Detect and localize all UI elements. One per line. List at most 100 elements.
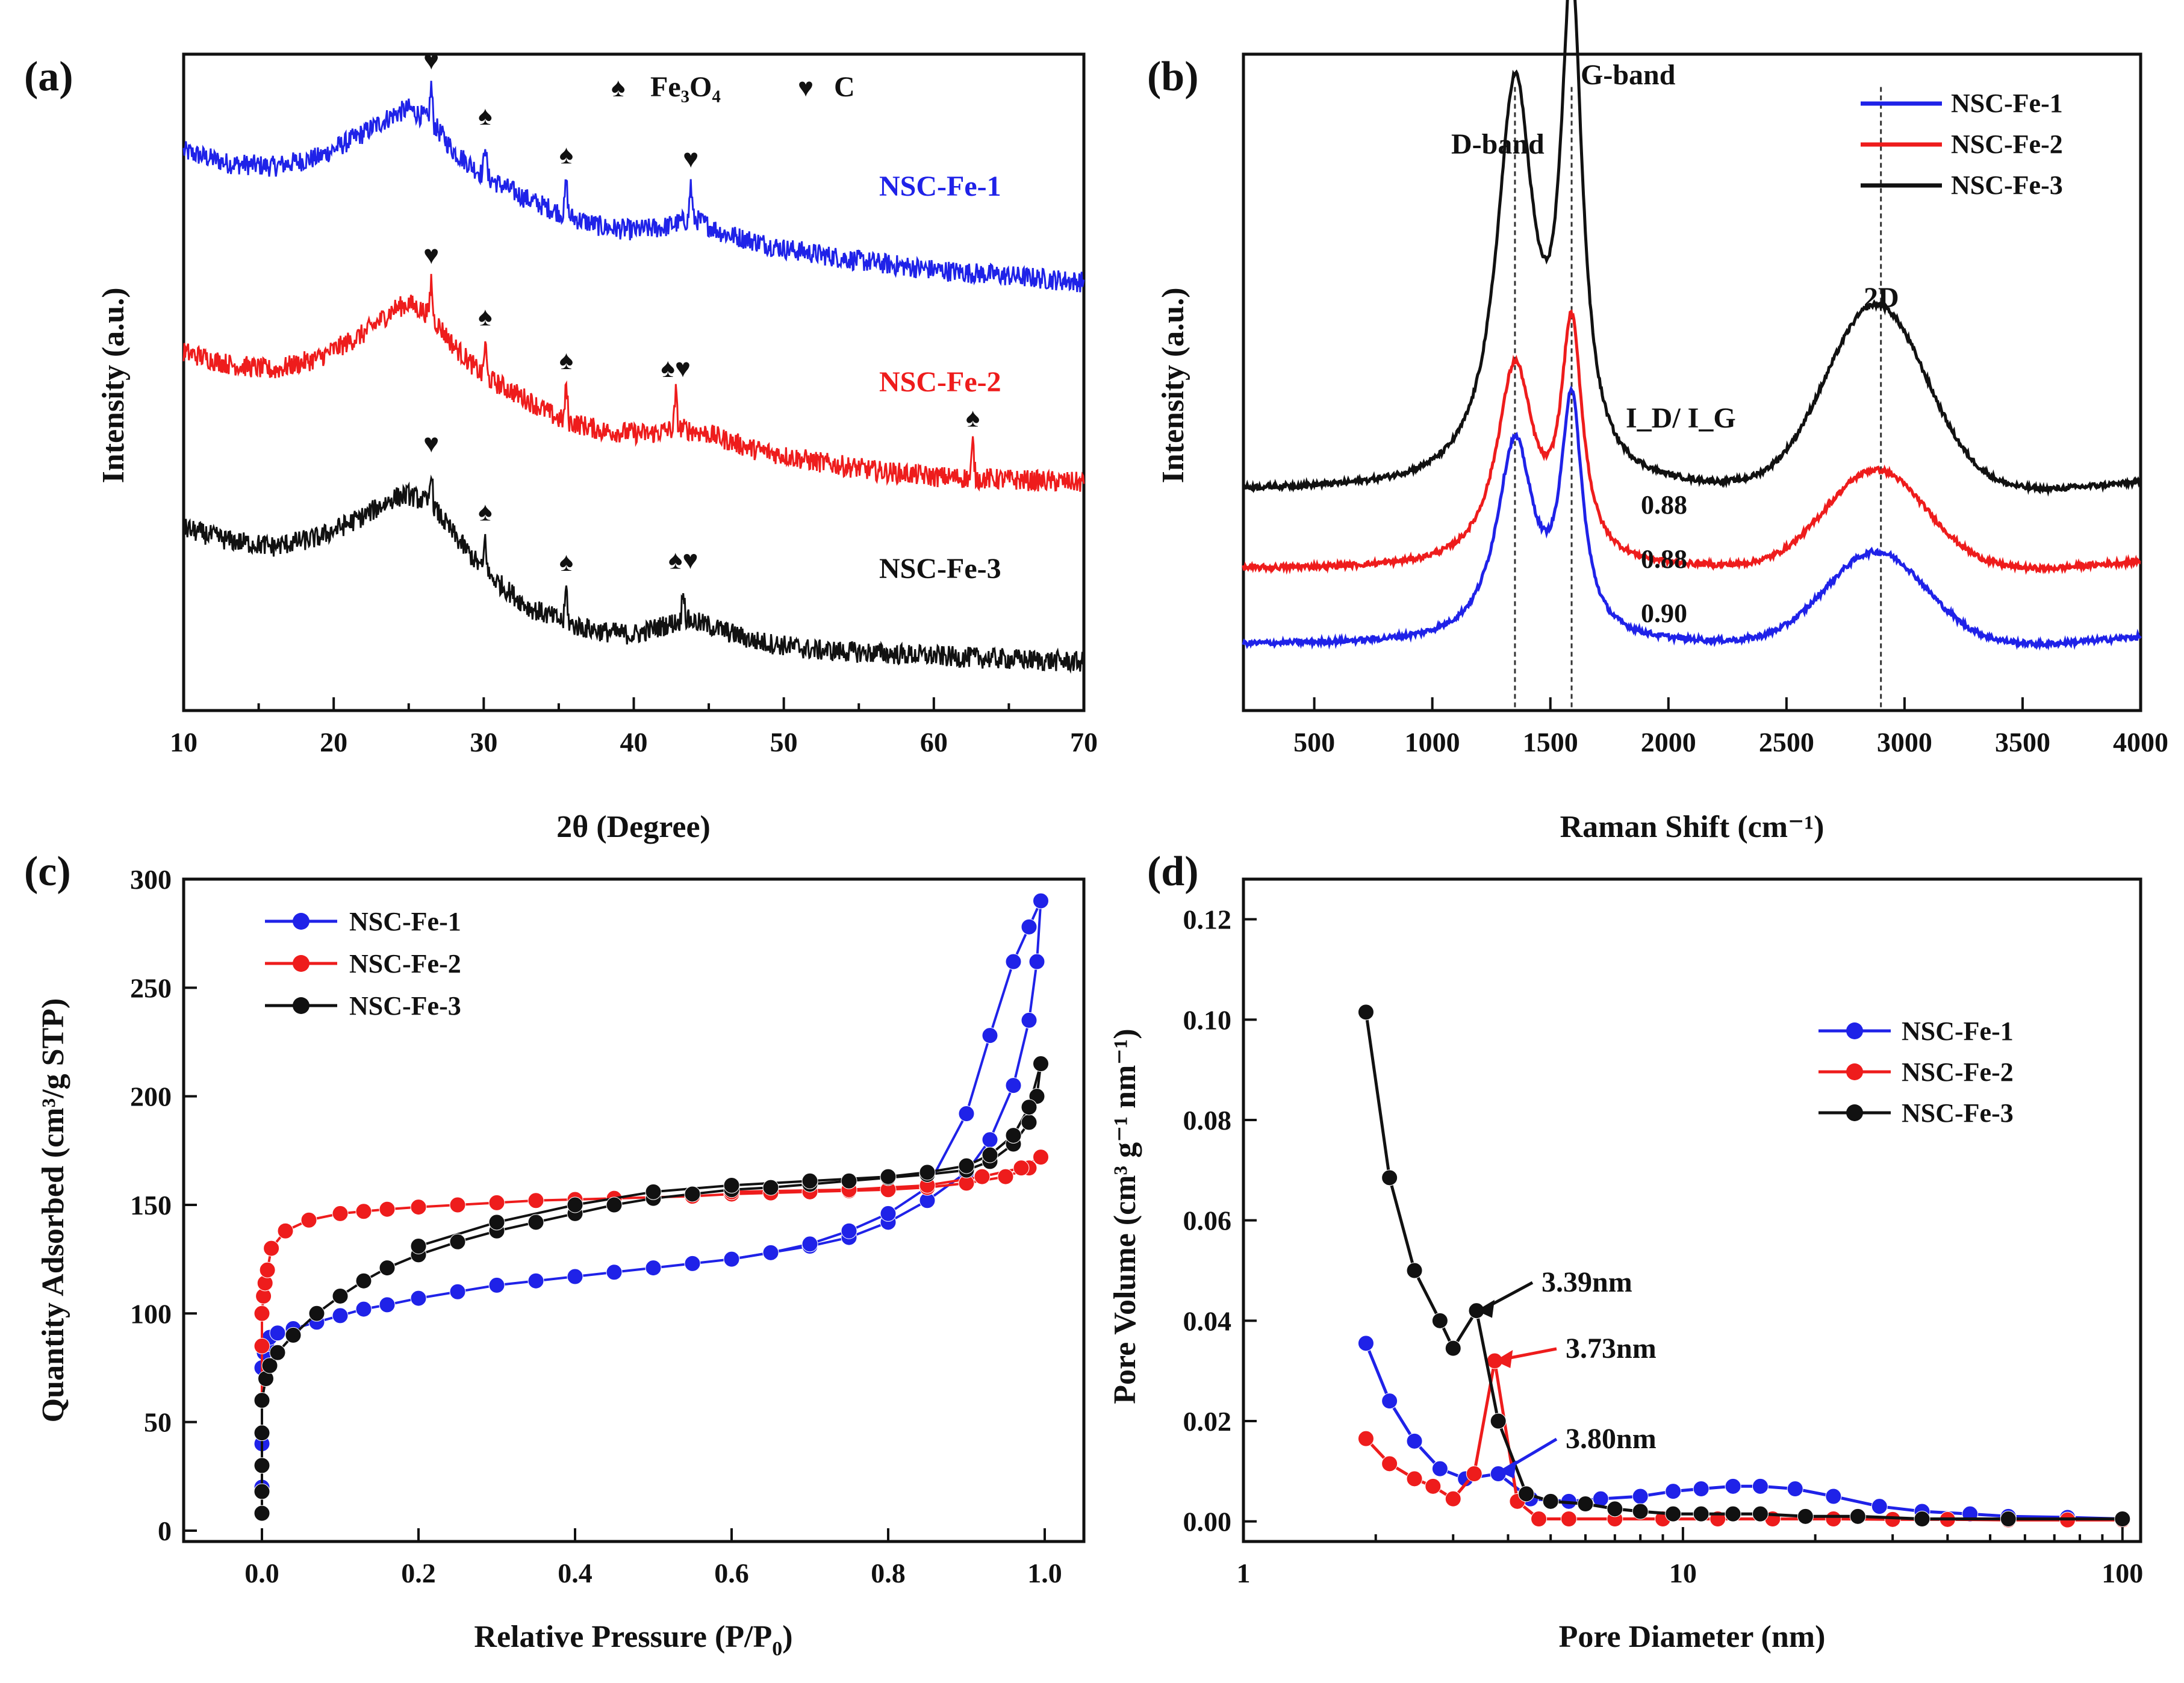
xtick-label-50: 50 [770, 727, 798, 758]
pore-point-nsc-fe-3 [1632, 1503, 1649, 1520]
xrd-marker-nsc-fe-2-0: ♥ [423, 240, 439, 270]
legend-heart-symbol: ♥ [798, 73, 814, 102]
adsorption-point-nsc-fe-1 [410, 1290, 427, 1307]
adsorption-point-nsc-fe-1 [1005, 1077, 1022, 1094]
panel-a-ticks: 10 20 30 40 50 60 70 [170, 697, 1098, 758]
pore-point-nsc-fe-3 [1357, 1004, 1374, 1021]
xtick-label-60: 60 [920, 727, 948, 758]
adsorption-point-nsc-fe-1 [332, 1307, 349, 1324]
pore-point-nsc-fe-1 [1825, 1488, 1842, 1505]
annotation-label-3-73nm: 3.73nm [1566, 1333, 1657, 1364]
xtick-label-0.2: 0.2 [401, 1558, 436, 1588]
pore-point-nsc-fe-3 [1490, 1413, 1507, 1429]
pore-point-nsc-fe-3 [1542, 1493, 1559, 1510]
xrd-marker-nsc-fe-1-0: ♥ [423, 46, 439, 75]
desorption-point-nsc-fe-1 [982, 1027, 998, 1044]
panel-d-frame [1242, 877, 2142, 1543]
panel-b-xlabel: Raman Shift (cm⁻¹) [1560, 810, 1825, 844]
xtick-label-3000: 3000 [1877, 727, 1932, 758]
legend-label-nsc-fe-1: NSC-Fe-1 [349, 907, 461, 936]
two-d-label: 2D [1864, 282, 1899, 314]
adsorption-point-nsc-fe-1 [379, 1296, 396, 1313]
legend-label-nsc-fe-1: NSC-Fe-1 [1951, 89, 2063, 118]
desorption-point-nsc-fe-1 [958, 1106, 975, 1122]
xtick-label-2500: 2500 [1759, 727, 1814, 758]
pore-point-nsc-fe-1 [1693, 1481, 1710, 1497]
pore-point-nsc-fe-2 [1560, 1511, 1577, 1527]
ytick-label-200: 200 [130, 1081, 172, 1112]
desorption-point-nsc-fe-2 [1033, 1149, 1049, 1166]
pore-point-nsc-fe-3 [1577, 1496, 1594, 1512]
idig-nsc-fe-2: 0.88 [1641, 544, 1687, 574]
desorption-point-nsc-fe-1 [1021, 918, 1038, 935]
xtick-label-1500: 1500 [1523, 727, 1578, 758]
adsorption-point-nsc-fe-3 [684, 1186, 701, 1202]
adsorption-point-nsc-fe-2 [355, 1203, 372, 1220]
adsorption-line-nsc-fe-2 [261, 1156, 1042, 1514]
legend-label-nsc-fe-2: NSC-Fe-2 [349, 949, 461, 978]
xtick-label-0.8: 0.8 [871, 1558, 906, 1588]
xtick-label-3500: 3500 [1995, 727, 2050, 758]
desorption-point-nsc-fe-3 [488, 1214, 505, 1231]
adsorption-point-nsc-fe-2 [449, 1196, 466, 1213]
ytick-label-0.00: 0.00 [1183, 1507, 1232, 1537]
pore-point-nsc-fe-3 [1518, 1485, 1535, 1502]
pore-point-nsc-fe-3 [2114, 1511, 2131, 1527]
xtick-label-20: 20 [320, 727, 347, 758]
pore-point-nsc-fe-3 [1381, 1169, 1398, 1186]
adsorption-point-nsc-fe-2 [300, 1212, 317, 1228]
xtick-label-30: 30 [470, 727, 497, 758]
panel-c-frame [182, 877, 1086, 1543]
panel-b-ticks: 500 1000 1500 2000 2500 3000 3500 4000 [1293, 697, 2168, 758]
pore-point-nsc-fe-1 [1431, 1460, 1448, 1477]
adsorption-point-nsc-fe-3 [332, 1287, 349, 1304]
desorption-point-nsc-fe-3 [567, 1196, 583, 1213]
pore-point-nsc-fe-2 [1406, 1470, 1423, 1487]
pore-point-nsc-fe-2 [1466, 1466, 1482, 1482]
raman-line-nsc-fe-1 [1242, 385, 2142, 651]
pore-point-nsc-fe-1 [1787, 1481, 1803, 1497]
panel-a-label-nsc-fe-3: NSC-Fe-3 [879, 553, 1001, 585]
adsorption-point-nsc-fe-3 [379, 1260, 396, 1277]
legend-label-nsc-fe-3: NSC-Fe-3 [1951, 170, 2063, 200]
desorption-point-nsc-fe-1 [801, 1236, 818, 1252]
xtick-label-100: 100 [2102, 1558, 2143, 1588]
adsorption-line-nsc-fe-3 [261, 1063, 1042, 1514]
pore-point-nsc-fe-1 [1725, 1478, 1741, 1495]
adsorption-point-nsc-fe-2 [379, 1201, 396, 1218]
legend-label-nsc-fe-2: NSC-Fe-2 [1951, 129, 2063, 159]
pore-point-nsc-fe-1 [1357, 1335, 1374, 1352]
adsorption-point-nsc-fe-2 [997, 1168, 1014, 1185]
legend-marker-nsc-fe-2 [1846, 1063, 1863, 1080]
panel-c-ticks: 0.0 0.2 0.4 0.6 0.8 1.0 0 50 100 150 200 250 300 [130, 864, 1062, 1588]
desorption-point-nsc-fe-1 [762, 1244, 779, 1261]
desorption-point-nsc-fe-3 [1005, 1127, 1022, 1144]
legend-marker-nsc-fe-3 [293, 997, 310, 1014]
panel-a-legend: ♠ Fe₃O₄ ♥ C [611, 71, 855, 103]
desorption-point-nsc-fe-3 [1021, 1099, 1038, 1116]
xrd-line-nsc-fe-1 [182, 81, 1085, 293]
panel-d: (d) 1 10 100 0.00 0.02 0.04 0.06 0.08 0.10 0.12 3… [1108, 848, 2143, 1654]
panel-a-label-nsc-fe-2: NSC-Fe-2 [879, 366, 1001, 398]
adsorption-point-nsc-fe-3 [308, 1305, 325, 1322]
pore-point-nsc-fe-2 [1357, 1430, 1374, 1447]
xrd-marker-nsc-fe-2-1: ♠ [478, 302, 492, 331]
desorption-point-nsc-fe-3 [919, 1164, 936, 1181]
adsorption-point-nsc-fe-3 [527, 1214, 544, 1231]
pore-line-nsc-fe-2 [1364, 1360, 2123, 1522]
d-band-label: D-band [1451, 128, 1545, 160]
xtick-label-1: 1 [1237, 1558, 1251, 1588]
desorption-point-nsc-fe-3 [801, 1172, 818, 1189]
ytick-label-0.06: 0.06 [1183, 1205, 1232, 1236]
pore-point-nsc-fe-3 [2000, 1511, 2017, 1527]
panel-a-label-nsc-fe-1: NSC-Fe-1 [879, 170, 1001, 202]
adsorption-point-nsc-fe-1 [488, 1277, 505, 1293]
xtick-label-4000: 4000 [2113, 727, 2168, 758]
xtick-label-10: 10 [1669, 1558, 1697, 1588]
pore-point-nsc-fe-3 [1607, 1501, 1623, 1517]
legend-label-nsc-fe-2: NSC-Fe-2 [1902, 1057, 2014, 1087]
adsorption-point-nsc-fe-3 [254, 1457, 270, 1474]
desorption-point-nsc-fe-3 [723, 1177, 740, 1194]
annotation-label-3-39nm: 3.39nm [1542, 1266, 1632, 1298]
